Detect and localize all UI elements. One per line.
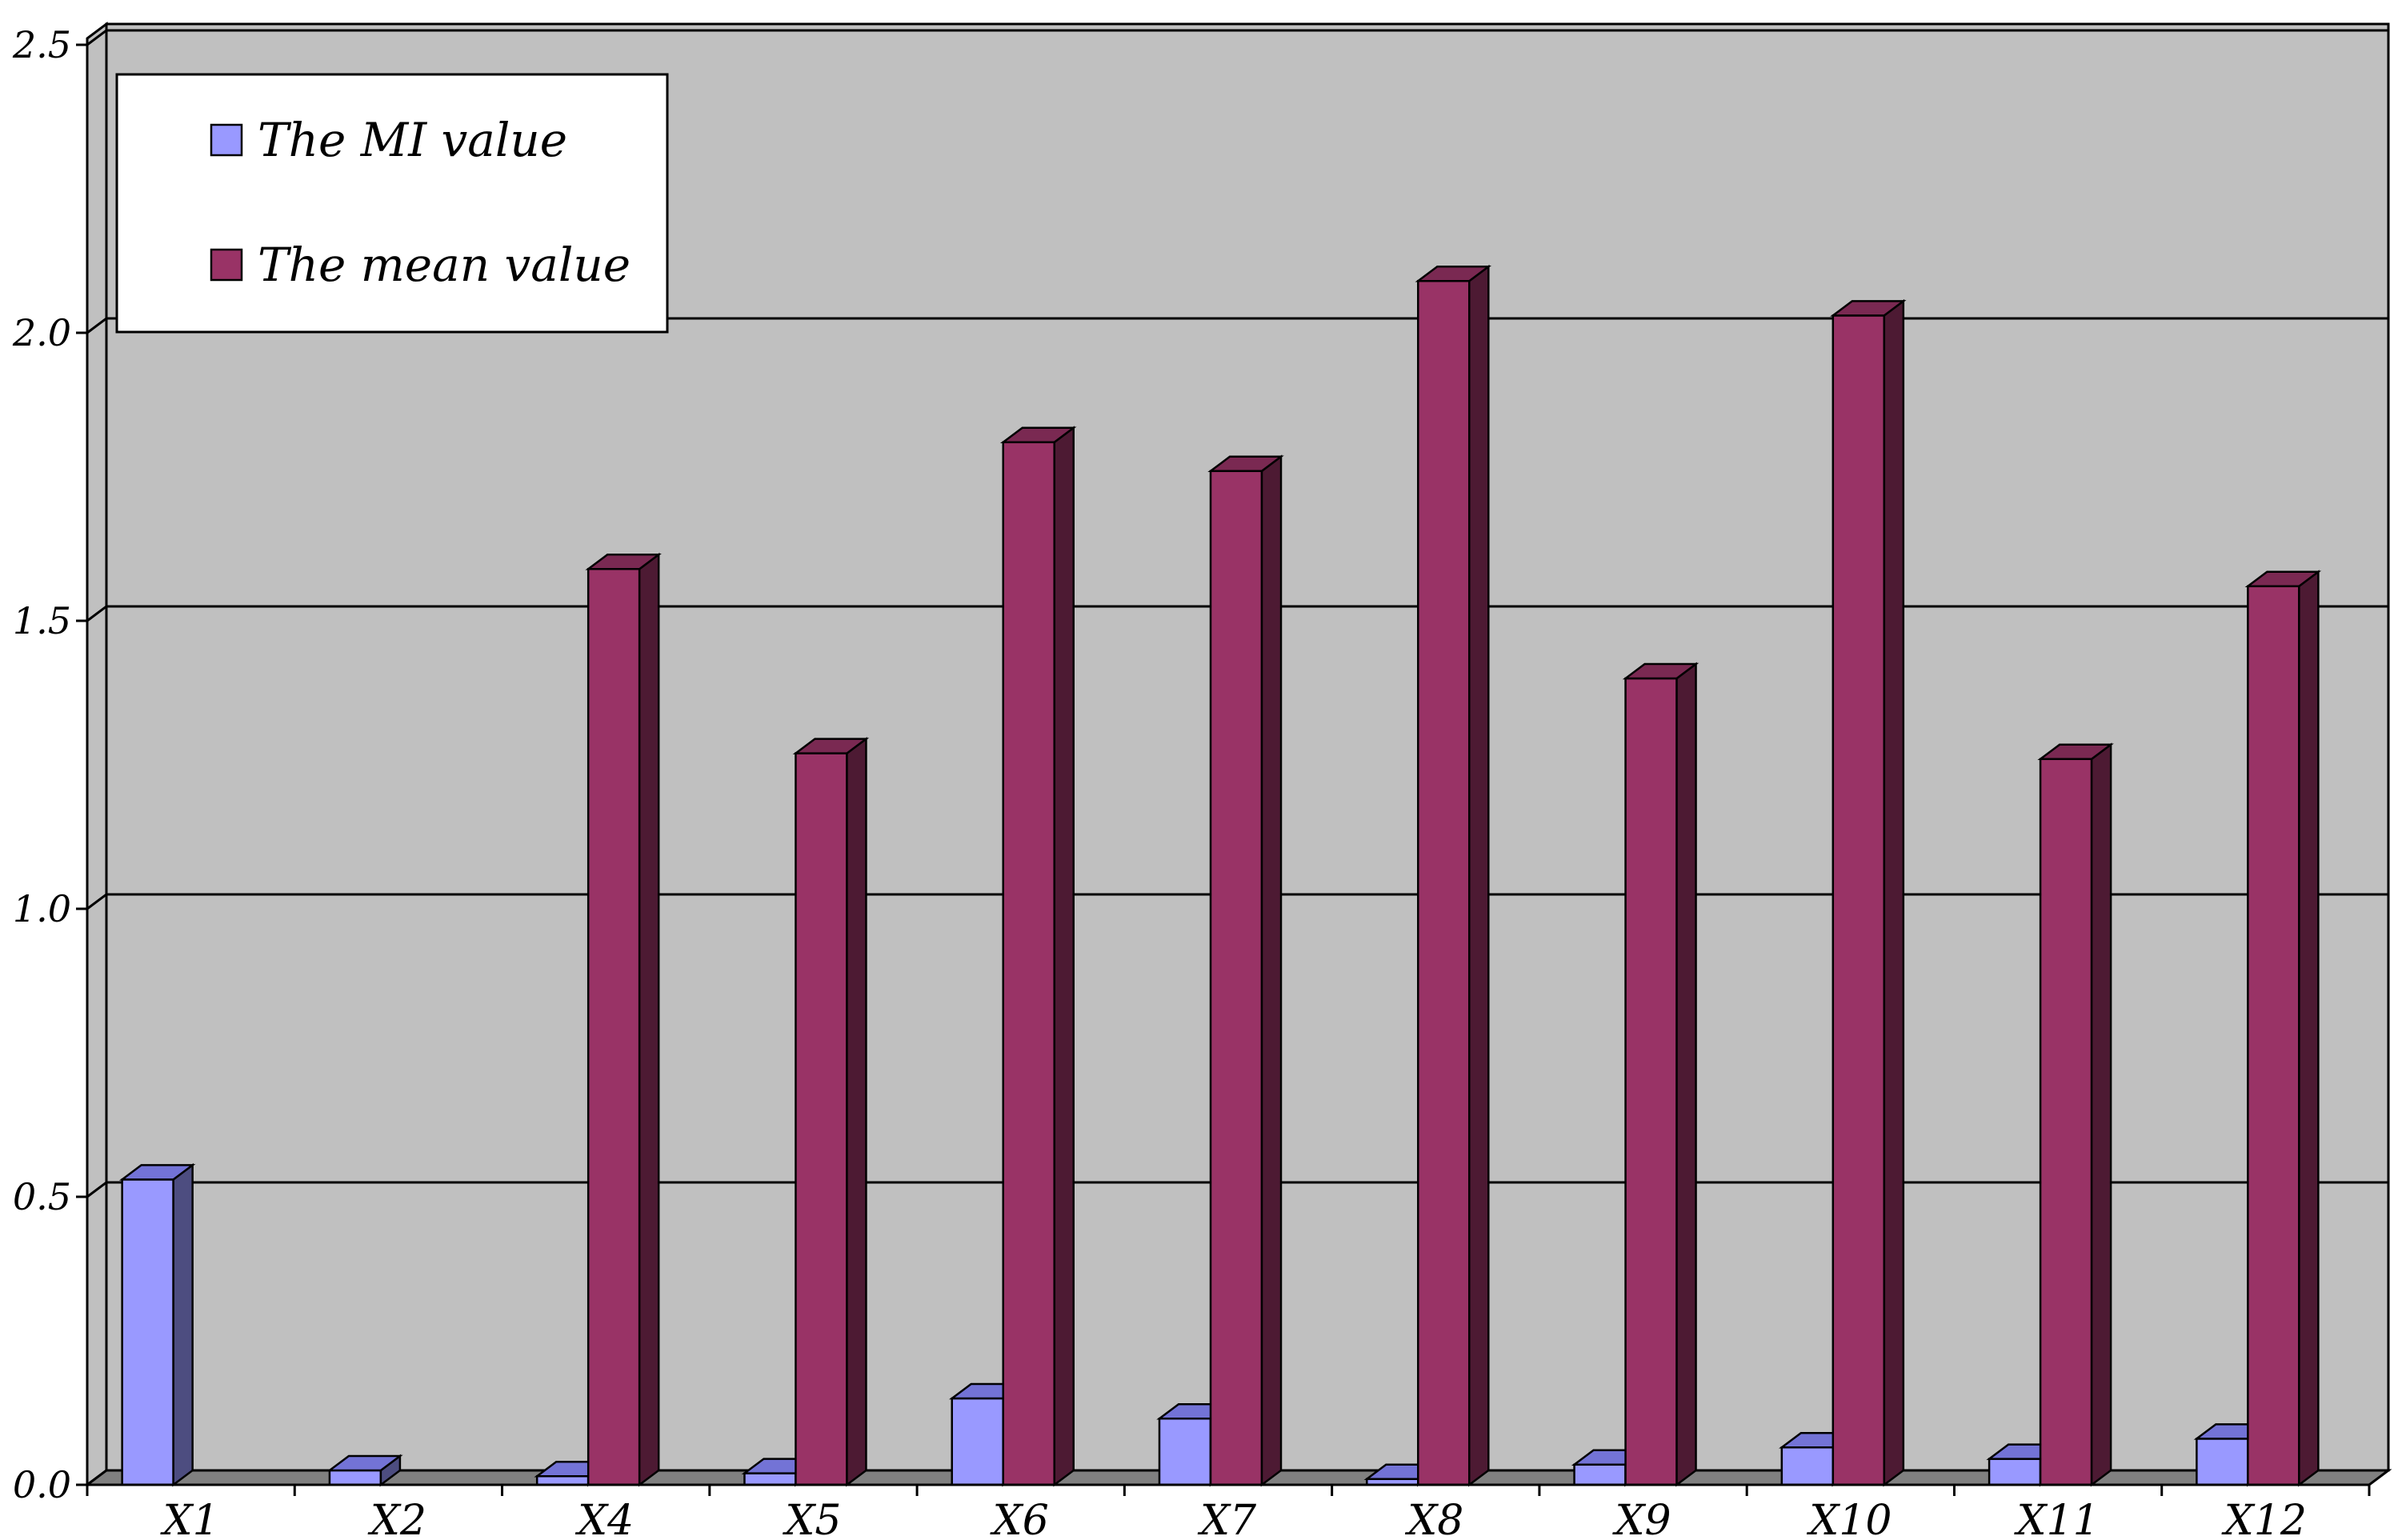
bar [1988,1458,2042,1486]
y-tick-label: 0.5 [13,1175,71,1218]
bar [2247,585,2300,1486]
bar-side [846,737,867,1487]
bar-side [2298,570,2320,1487]
bar [1624,677,1678,1486]
bar [743,1472,797,1486]
bar-top [1415,265,1492,282]
bar-side [1468,264,1490,1487]
bar-top [792,738,870,754]
y-tick-label: 2.5 [12,23,71,66]
bar [328,1469,382,1486]
bar-top [1622,662,1699,680]
gridline [86,29,2388,46]
legend-label: The MI value [258,113,567,167]
bar [2196,1438,2249,1486]
bar [535,1474,590,1486]
bar-side [1053,426,1075,1487]
y-tick-label: 2.0 [12,311,71,354]
gridline [86,317,2388,334]
bar [2039,758,2093,1486]
legend-swatch [210,123,243,157]
legend-label: The mean value [258,238,631,292]
bar [795,752,848,1486]
x-tick-label: X4 [574,1497,634,1540]
bar-top [2037,743,2114,761]
x-tick-label: X6 [990,1497,1049,1540]
x-tick-label: X1 [160,1497,219,1540]
bar [1832,314,1886,1486]
bar [1573,1463,1627,1486]
legend: The MI value The mean value [115,73,669,334]
plot-side-wall [86,22,108,1487]
bar-side [2090,742,2112,1487]
bar-side [172,1162,194,1487]
axes: 0.0 0.5 1.0 1.5 2.0 2.5 X1 X2 X4 X5 X6 X7 X8 X9 X10 X11… [12,23,2371,1540]
bar [951,1397,1004,1486]
x-tick-label: X9 [1611,1497,1671,1540]
bar-side [638,552,660,1487]
y-tick-label: 1.5 [13,599,71,642]
bar-top [1830,300,1907,317]
y-tick-label: 1.0 [13,887,71,930]
bar [586,567,641,1486]
x-tick-label: X7 [1197,1497,1257,1540]
bar-top [326,1454,403,1472]
gridline [86,605,2388,622]
x-tick-label: X10 [1806,1497,1892,1540]
x-tick-label: X5 [782,1497,841,1540]
bar [121,1178,174,1486]
bar [1417,279,1471,1486]
bar [1158,1417,1212,1486]
bar-top [585,553,662,570]
bar [1002,441,1055,1486]
bar-side [1675,662,1697,1487]
legend-swatch [210,248,243,282]
x-tick-label: X2 [367,1497,426,1540]
bar-side [1260,454,1283,1487]
legend-box [115,73,669,334]
bar-top [118,1164,196,1181]
x-tick-label: X8 [1404,1497,1463,1540]
x-tick-label: X11 [2013,1497,2099,1540]
x-tick-label: X12 [2221,1497,2307,1540]
bar-side [1883,298,1905,1487]
bar-top [2244,570,2322,588]
bars [118,264,2322,1487]
bar [1780,1446,1835,1486]
bar-top [999,426,1077,444]
bar [1209,470,1263,1486]
bar-top [1207,455,1284,473]
y-tick-label: 0.0 [13,1463,71,1506]
